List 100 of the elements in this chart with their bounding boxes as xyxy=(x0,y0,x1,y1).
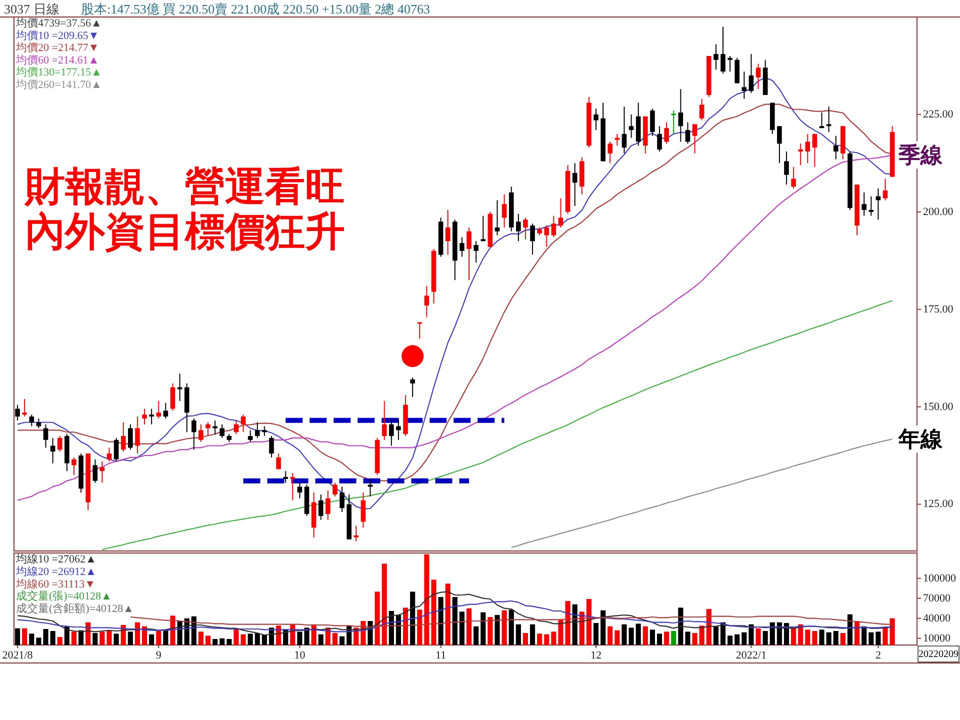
candlestick xyxy=(382,400,387,440)
bar xyxy=(22,628,28,645)
candlestick xyxy=(36,418,42,429)
candlestick xyxy=(269,436,274,458)
bar xyxy=(593,623,599,645)
candlestick xyxy=(474,240,478,264)
candlestick xyxy=(163,402,168,419)
bar xyxy=(756,628,761,645)
candlestick xyxy=(29,414,34,427)
candlestick xyxy=(220,424,225,438)
bar xyxy=(92,633,98,645)
bar xyxy=(890,618,895,645)
candlestick xyxy=(114,437,119,462)
bar xyxy=(664,632,670,645)
candlestick xyxy=(396,418,401,440)
legend-item: 均價130=177.15▲ xyxy=(16,66,102,79)
candlestick xyxy=(297,482,302,499)
bar xyxy=(847,614,853,645)
ytick: 10000 xyxy=(923,632,950,644)
candlestick xyxy=(92,458,98,484)
bar xyxy=(854,621,860,645)
bar xyxy=(840,633,846,645)
candlestick xyxy=(318,494,324,520)
bar xyxy=(826,632,832,645)
bar xyxy=(833,631,838,645)
line-series xyxy=(102,300,893,550)
candlestick xyxy=(650,108,655,136)
candlestick xyxy=(798,143,803,166)
candlestick xyxy=(594,108,598,131)
candlestick xyxy=(206,422,210,437)
xtick: 9 xyxy=(156,650,162,662)
bar xyxy=(106,631,112,645)
candlestick xyxy=(868,196,874,216)
bar xyxy=(488,617,493,645)
ytick: 225.00 xyxy=(923,108,954,120)
candlestick xyxy=(614,133,620,146)
bar xyxy=(636,624,641,645)
candlestick xyxy=(714,44,718,70)
bar xyxy=(212,639,218,645)
bar xyxy=(438,597,444,645)
bar xyxy=(882,627,888,645)
bar xyxy=(114,634,119,645)
candlestick xyxy=(862,192,866,216)
candlestick xyxy=(276,453,281,470)
xtick: 12 xyxy=(590,650,602,662)
bar xyxy=(410,592,416,645)
bar xyxy=(530,624,536,645)
bar xyxy=(614,630,620,645)
candlestick xyxy=(106,447,112,462)
bar xyxy=(480,612,486,645)
candlestick xyxy=(72,456,76,476)
bar xyxy=(445,584,450,645)
candlestick xyxy=(777,126,782,164)
subtitle: 股本:147.53億 買 220.50賣 221.00成 220.50 +15.00量 2總 40763 xyxy=(81,2,430,16)
candlestick xyxy=(410,377,415,398)
bar xyxy=(791,628,796,645)
candlestick xyxy=(354,525,359,542)
candlestick xyxy=(572,162,578,207)
bar xyxy=(402,608,408,645)
legend-item: 成交量(張)=40128▲ xyxy=(16,590,112,603)
ytick: 200.00 xyxy=(923,206,954,218)
bar xyxy=(748,624,754,645)
bar xyxy=(812,631,818,645)
legend-item: 均線60 =31113▼ xyxy=(16,578,96,590)
ytick: 125.00 xyxy=(923,498,954,510)
candlestick xyxy=(248,430,253,442)
candlestick xyxy=(516,213,521,242)
bar xyxy=(508,610,514,645)
bar xyxy=(805,630,810,645)
bar xyxy=(502,610,507,645)
bar xyxy=(332,633,338,645)
bar xyxy=(262,635,267,645)
xtick: 2021/8 xyxy=(2,650,33,662)
bar xyxy=(254,633,260,645)
annotation: 20220209 xyxy=(918,649,958,660)
annotation: 年線 xyxy=(898,426,942,452)
bar xyxy=(650,630,655,645)
candlestick xyxy=(826,106,832,132)
bar xyxy=(134,622,140,645)
candlestick xyxy=(819,112,824,129)
bar xyxy=(784,623,790,645)
ytick: 100000 xyxy=(923,572,956,584)
candlestick xyxy=(692,124,698,154)
bar xyxy=(29,634,34,645)
candlestick xyxy=(424,285,430,318)
candlestick xyxy=(608,141,613,164)
bar xyxy=(608,626,613,645)
candlestick xyxy=(812,133,818,168)
candlestick xyxy=(530,223,535,256)
legend-item: 成交量(含鉅額)=40128▲ xyxy=(16,603,134,616)
bar xyxy=(671,631,676,645)
candlestick xyxy=(240,414,246,433)
bar xyxy=(642,626,648,645)
candlestick xyxy=(100,460,105,484)
bar xyxy=(248,634,253,645)
ytick: 175.00 xyxy=(923,303,954,316)
bar xyxy=(71,632,77,645)
candlestick xyxy=(290,472,296,501)
candlestick xyxy=(480,215,486,242)
candlestick xyxy=(262,426,267,437)
